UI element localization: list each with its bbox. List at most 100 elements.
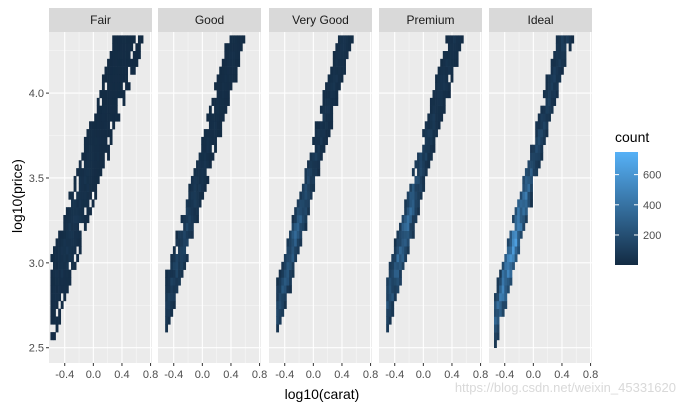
heatmap-bin: [224, 105, 228, 114]
heatmap-bin: [185, 238, 189, 247]
heatmap-bin: [73, 261, 77, 270]
heatmap-bin: [99, 121, 103, 130]
heatmap-bin: [81, 214, 85, 224]
heatmap-bin: [519, 191, 523, 200]
heatmap-bin: [417, 175, 420, 185]
heatmap-bin: [60, 285, 64, 294]
heatmap-bin: [73, 222, 77, 231]
heatmap-bin: [530, 191, 533, 200]
heatmap-bin: [170, 254, 174, 263]
heatmap-bin: [404, 199, 408, 208]
x-tick-label: -0.4: [385, 369, 404, 381]
heatmap-bin: [53, 261, 56, 270]
heatmap-bin: [101, 90, 105, 99]
heatmap-bin: [325, 90, 328, 99]
heatmap-bin: [337, 82, 341, 91]
heatmap-bin: [501, 269, 505, 278]
heatmap-bin: [99, 136, 103, 146]
heatmap-bin: [289, 230, 292, 239]
heatmap-bin: [226, 58, 230, 67]
heatmap-bin: [532, 144, 536, 153]
heatmap-bin: [317, 129, 321, 138]
heatmap-bin: [232, 58, 235, 67]
heatmap-bin: [183, 254, 187, 263]
heatmap-bin: [388, 293, 392, 302]
x-tick-label: 0.4: [444, 369, 459, 381]
heatmap-bin: [78, 214, 82, 224]
heatmap-bin: [432, 121, 436, 130]
heatmap-bin: [289, 261, 292, 270]
heatmap-bin: [183, 230, 187, 239]
heatmap-bin: [68, 269, 72, 278]
heatmap-bin: [65, 277, 69, 286]
heatmap-bin: [447, 51, 451, 60]
heatmap-bin: [91, 136, 95, 146]
heatmap-bin: [83, 183, 87, 192]
heatmap-bin: [242, 35, 246, 44]
heatmap-bin: [388, 261, 392, 270]
heatmap-bin: [335, 97, 339, 106]
heatmap-bin: [445, 82, 449, 91]
heatmap-bin: [170, 308, 174, 317]
heatmap-bin: [201, 175, 205, 185]
heatmap-bin: [319, 144, 323, 153]
heatmap-bin: [530, 199, 533, 208]
heatmap-bin: [130, 58, 134, 67]
heatmap-bin: [190, 222, 194, 231]
heatmap-bin: [440, 97, 444, 106]
heatmap-bin: [170, 285, 174, 294]
heatmap-bin: [109, 136, 113, 146]
heatmap-bin: [563, 35, 567, 44]
x-tick-label: 0.4: [223, 369, 238, 381]
heatmap-bin: [460, 35, 464, 44]
heatmap-bin: [53, 300, 56, 309]
heatmap-bin: [399, 246, 402, 255]
heatmap-bin: [401, 261, 405, 270]
heatmap-bin: [58, 230, 62, 239]
heatmap-bin: [289, 238, 292, 247]
heatmap-bin: [532, 152, 536, 161]
heatmap-bin: [117, 113, 121, 122]
heatmap-bin: [208, 129, 212, 138]
heatmap-bin: [409, 207, 413, 216]
heatmap-bin: [224, 90, 228, 99]
heatmap-bin: [445, 51, 449, 60]
heatmap-bin: [296, 230, 300, 239]
heatmap-bin: [301, 222, 305, 231]
heatmap-bin: [453, 51, 456, 60]
heatmap-bin: [94, 183, 98, 192]
heatmap-bin: [196, 160, 199, 169]
heatmap-bin: [137, 51, 141, 60]
heatmap-bin: [63, 293, 67, 302]
heatmap-bin: [114, 82, 118, 91]
heatmap-bin: [527, 175, 531, 185]
heatmap-bin: [453, 35, 456, 44]
facet-strip-label: Fair: [90, 13, 111, 27]
heatmap-bin: [396, 238, 400, 247]
heatmap-bin: [553, 82, 557, 91]
heatmap-bin: [83, 214, 87, 224]
y-tick-label: 3.5: [29, 173, 44, 185]
heatmap-bin: [175, 277, 179, 286]
heatmap-bin: [201, 160, 205, 169]
heatmap-bin: [94, 144, 98, 153]
bins: [50, 35, 144, 341]
heatmap-bin: [229, 51, 233, 60]
heatmap-bin: [119, 74, 123, 83]
heatmap-bin: [53, 269, 56, 278]
heatmap-bin: [291, 230, 295, 239]
heatmap-bin: [437, 121, 441, 130]
heatmap-bin: [530, 152, 533, 161]
heatmap-bin: [201, 168, 205, 177]
heatmap-bin: [175, 238, 179, 247]
heatmap-bin: [424, 121, 428, 130]
heatmap-bin: [401, 238, 405, 247]
heatmap-bin: [104, 136, 108, 146]
heatmap-bin: [55, 300, 59, 309]
heatmap-bin: [239, 43, 243, 52]
heatmap-bin: [522, 199, 526, 208]
heatmap-bin: [281, 277, 285, 286]
heatmap-bin: [322, 136, 326, 146]
heatmap-bin: [335, 74, 339, 83]
heatmap-bin: [122, 97, 126, 106]
